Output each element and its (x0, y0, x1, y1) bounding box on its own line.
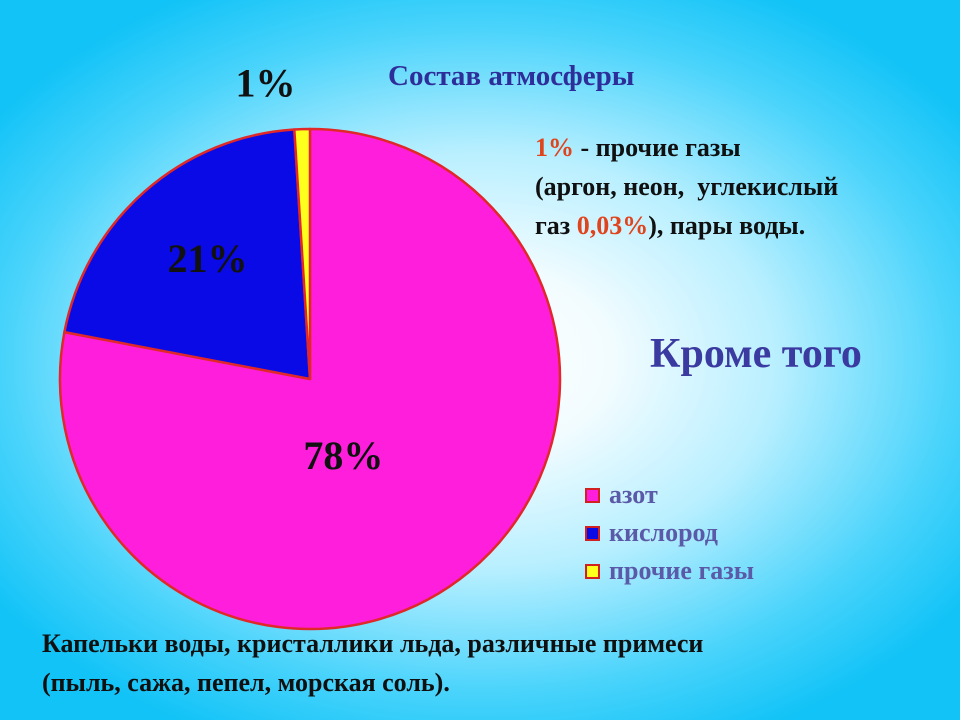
slice-кислород (63, 128, 312, 381)
bottom-text: Капельки воды, кристаллики льда, различн… (42, 624, 703, 702)
note-line-3: газ 0,03%), пары воды. (535, 206, 838, 245)
bottom-line-2: (пыль, сажа, пепел, морская соль). (42, 668, 450, 697)
note-line-2: (аргон, неон, углекислый (535, 172, 839, 201)
note-text-1: - прочие газы (574, 133, 741, 162)
slice-азот-label: 78% (303, 433, 383, 478)
slice-прочие-газы-label: 1% (236, 61, 296, 106)
note-percent: 1% (535, 133, 574, 162)
legend-item-прочие-газы: прочие газы (585, 552, 754, 590)
slice-прочие-газы (293, 127, 312, 381)
note-text-3b: ), пары воды. (648, 211, 806, 240)
legend-item-кислород: кислород (585, 514, 754, 552)
other-gases-note: 1% - прочие газы (аргон, неон, углекислы… (535, 128, 838, 245)
note-text-3a: газ (535, 211, 577, 240)
bottom-line-1: Капельки воды, кристаллики льда, различн… (42, 629, 704, 658)
legend-item-азот: азот (585, 476, 754, 514)
legend: азот кислород прочие газы (585, 476, 754, 590)
legend-label: азот (609, 480, 658, 509)
legend-label: кислород (609, 518, 718, 547)
legend-swatch (585, 563, 600, 579)
also-heading: Кроме того (650, 331, 862, 377)
note-co2-percent: 0,03% (576, 211, 649, 240)
legend-label: прочие газы (609, 556, 755, 585)
legend-swatch (585, 487, 600, 503)
note-line-1: 1% - прочие газы (535, 128, 838, 167)
chart-title: Состав атмосферы (388, 60, 635, 92)
slice-кислород-label: 21% (168, 236, 248, 281)
legend-swatch (585, 525, 600, 541)
